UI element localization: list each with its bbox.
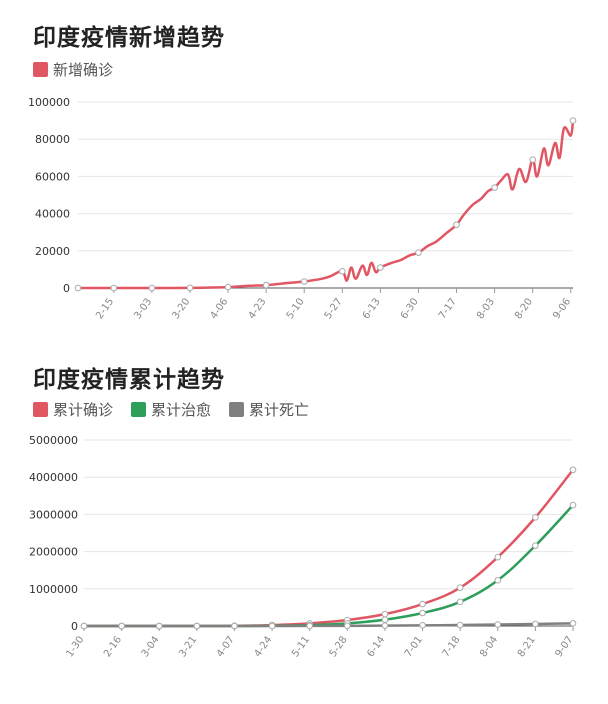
x-tick-label: 3-04 [140,634,162,659]
data-point [494,576,502,584]
data-point [300,278,308,285]
data-point [344,622,351,630]
y-tick-label: 0 [71,620,78,633]
chart1-legend: 新增确诊 [33,59,113,80]
y-tick-label: 0 [63,282,70,295]
data-point [80,622,88,630]
y-tick-label: 60000 [35,170,70,183]
data-point [148,284,156,292]
data-point [456,598,464,606]
chart2-legend-label: 累计治愈 [151,401,212,419]
data-point [453,221,460,229]
chart2-legend-item-confirmed[interactable]: 累计确诊 [33,399,113,420]
x-tick-label: 3-21 [177,634,199,659]
data-point [231,622,238,630]
data-point [419,622,426,629]
data-point [268,622,276,630]
y-tick-label: 100000 [28,96,70,109]
chart2-legend-label: 累计确诊 [53,401,114,419]
chart2-legend-item-recovered[interactable]: 累计治愈 [131,399,211,420]
chart2-legend: 累计确诊 累计治愈 累计死亡 [33,399,309,420]
x-tick-label: 4-07 [215,634,237,659]
y-tick-label: 3000000 [29,508,78,521]
data-point [569,117,577,124]
x-tick-label: 5-28 [328,634,350,659]
y-tick-label: 1000000 [29,583,78,596]
data-point [338,267,346,275]
x-tick-label: 7-01 [403,634,425,659]
y-tick-label: 20000 [35,245,70,258]
y-tick-label: 40000 [35,208,70,221]
x-tick-label: 9-07 [553,634,575,659]
data-point [494,553,502,561]
series-line-2 [84,622,574,628]
data-point [186,284,194,292]
chart2-legend-item-deaths[interactable]: 累计死亡 [229,399,309,420]
data-point [415,249,422,256]
x-tick-label: 7-18 [441,634,463,659]
data-point [532,620,539,628]
data-point [419,600,426,608]
x-tick-label: 4-24 [253,634,275,659]
data-point [494,621,502,628]
x-tick-label: 8-04 [478,634,500,659]
chart2-legend-swatch [33,402,48,417]
chart1-legend-label: 新增确诊 [53,61,114,79]
x-tick-label: 2-16 [102,634,124,659]
series-line-1 [84,504,574,628]
data-point [532,542,539,549]
data-point [381,622,389,629]
chart1-title: 印度疫情新增趋势 [33,25,225,51]
series-line-0 [84,468,574,628]
data-point [155,622,163,630]
y-tick-label: 5000000 [29,434,78,447]
x-tick-label: 8-21 [516,634,538,659]
chart2-legend-swatch [131,402,147,417]
data-point [306,622,313,630]
data-point [569,620,577,627]
data-point [193,622,201,630]
chart2-title: 印度疫情累计趋势 [33,367,225,393]
data-point [491,184,498,191]
chart2-legend-swatch [229,402,245,417]
chart1-legend-item[interactable]: 新增确诊 [33,59,113,80]
chart2-legend-label: 累计死亡 [249,401,310,419]
data-point [419,609,426,617]
data-point [532,514,539,521]
data-point [381,610,389,618]
data-point [569,466,577,474]
data-point [110,284,118,292]
data-point [529,156,536,163]
data-point [118,622,125,630]
data-point [224,283,232,291]
data-point [569,501,577,509]
data-point [456,621,464,629]
y-tick-label: 80000 [35,133,70,146]
data-point [456,584,464,591]
x-tick-label: 1-30 [64,634,86,659]
y-tick-label: 2000000 [29,546,78,559]
data-point [74,284,82,292]
x-tick-label: 5-11 [290,634,312,659]
data-point [381,616,389,623]
x-tick-label: 6-14 [365,634,387,659]
y-tick-label: 4000000 [29,471,78,484]
data-point [262,281,270,289]
chart1-legend-swatch [33,62,48,77]
data-point [377,264,384,271]
